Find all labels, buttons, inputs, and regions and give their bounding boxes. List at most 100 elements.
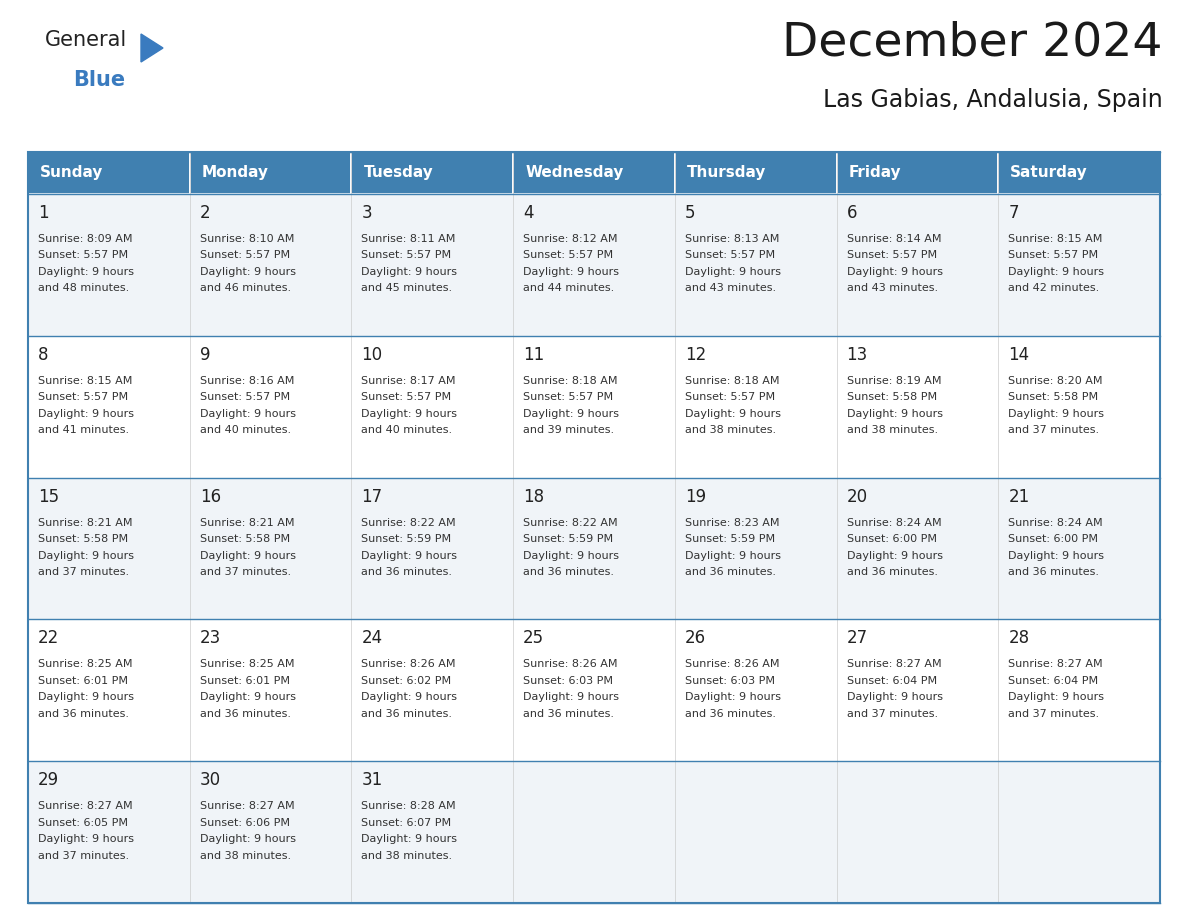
Text: Daylight: 9 hours: Daylight: 9 hours [200,551,296,561]
Text: Sunset: 5:57 PM: Sunset: 5:57 PM [200,251,290,261]
Text: and 48 minutes.: and 48 minutes. [38,284,129,294]
Bar [190,761,352,903]
Text: Sunrise: 8:21 AM: Sunrise: 8:21 AM [200,518,295,528]
Bar [29,152,1159,903]
Text: 11: 11 [523,346,544,364]
Text: Sunrise: 8:26 AM: Sunrise: 8:26 AM [361,659,456,669]
Text: Sunset: 5:58 PM: Sunset: 5:58 PM [200,534,290,544]
Bar [836,761,998,903]
Text: and 39 minutes.: and 39 minutes. [523,425,614,435]
Text: 28: 28 [1009,630,1030,647]
Text: Daylight: 9 hours: Daylight: 9 hours [1009,692,1105,702]
Text: Daylight: 9 hours: Daylight: 9 hours [200,267,296,277]
Text: Sunset: 5:57 PM: Sunset: 5:57 PM [1009,251,1099,261]
Text: and 36 minutes.: and 36 minutes. [523,567,614,577]
Text: Sunrise: 8:21 AM: Sunrise: 8:21 AM [38,518,133,528]
Bar [513,477,675,620]
Text: Sunset: 5:57 PM: Sunset: 5:57 PM [361,392,451,402]
Bar [513,761,675,903]
Bar [190,620,352,761]
Text: and 36 minutes.: and 36 minutes. [523,709,614,719]
Text: and 36 minutes.: and 36 minutes. [684,709,776,719]
Text: Sunrise: 8:10 AM: Sunrise: 8:10 AM [200,234,295,244]
Text: Sunset: 5:58 PM: Sunset: 5:58 PM [847,392,936,402]
Text: Sunset: 5:57 PM: Sunset: 5:57 PM [361,251,451,261]
Text: Sunset: 5:57 PM: Sunset: 5:57 PM [684,392,775,402]
Text: Sunrise: 8:18 AM: Sunrise: 8:18 AM [684,375,779,386]
Text: and 37 minutes.: and 37 minutes. [1009,425,1099,435]
Text: Saturday: Saturday [1010,165,1088,181]
Text: Sunrise: 8:14 AM: Sunrise: 8:14 AM [847,234,941,244]
Bar [29,194,190,336]
Bar [998,194,1159,336]
Text: 24: 24 [361,630,383,647]
Text: 27: 27 [847,630,867,647]
Text: Daylight: 9 hours: Daylight: 9 hours [847,409,942,419]
Text: 22: 22 [38,630,59,647]
Text: 13: 13 [847,346,867,364]
Text: Sunrise: 8:15 AM: Sunrise: 8:15 AM [1009,234,1102,244]
Text: Sunrise: 8:24 AM: Sunrise: 8:24 AM [1009,518,1102,528]
Text: Wednesday: Wednesday [525,165,624,181]
Bar [836,152,998,194]
Text: and 36 minutes.: and 36 minutes. [200,709,291,719]
Text: and 36 minutes.: and 36 minutes. [361,709,453,719]
Text: Sunrise: 8:09 AM: Sunrise: 8:09 AM [38,234,133,244]
Text: Daylight: 9 hours: Daylight: 9 hours [361,267,457,277]
Text: and 37 minutes.: and 37 minutes. [847,709,937,719]
Text: Daylight: 9 hours: Daylight: 9 hours [1009,551,1105,561]
Text: Daylight: 9 hours: Daylight: 9 hours [523,409,619,419]
Text: Sunset: 6:00 PM: Sunset: 6:00 PM [847,534,936,544]
Text: 17: 17 [361,487,383,506]
Bar [513,194,675,336]
Text: and 36 minutes.: and 36 minutes. [361,567,453,577]
Text: 12: 12 [684,346,706,364]
Text: 16: 16 [200,487,221,506]
Bar [836,620,998,761]
Text: Thursday: Thursday [687,165,766,181]
Text: Sunday: Sunday [40,165,103,181]
Text: 4: 4 [523,204,533,222]
Bar [29,152,190,194]
Text: and 37 minutes.: and 37 minutes. [1009,709,1099,719]
Bar [675,336,836,477]
Text: 10: 10 [361,346,383,364]
Bar [352,477,513,620]
Text: Daylight: 9 hours: Daylight: 9 hours [38,834,134,845]
Text: Sunrise: 8:16 AM: Sunrise: 8:16 AM [200,375,295,386]
Text: General: General [45,30,127,50]
Text: and 38 minutes.: and 38 minutes. [684,425,776,435]
Text: Monday: Monday [202,165,268,181]
Text: Sunrise: 8:15 AM: Sunrise: 8:15 AM [38,375,132,386]
Text: 30: 30 [200,771,221,789]
Text: Las Gabias, Andalusia, Spain: Las Gabias, Andalusia, Spain [823,88,1163,112]
Text: and 38 minutes.: and 38 minutes. [847,425,937,435]
Bar [513,336,675,477]
Text: and 43 minutes.: and 43 minutes. [847,284,937,294]
Bar [352,152,513,194]
Text: Sunset: 5:57 PM: Sunset: 5:57 PM [200,392,290,402]
Text: and 36 minutes.: and 36 minutes. [38,709,129,719]
Text: Daylight: 9 hours: Daylight: 9 hours [684,692,781,702]
Text: Daylight: 9 hours: Daylight: 9 hours [523,551,619,561]
Text: 23: 23 [200,630,221,647]
Text: Sunset: 5:59 PM: Sunset: 5:59 PM [684,534,775,544]
Text: Daylight: 9 hours: Daylight: 9 hours [38,409,134,419]
Text: and 40 minutes.: and 40 minutes. [200,425,291,435]
Text: Daylight: 9 hours: Daylight: 9 hours [38,692,134,702]
Text: Sunrise: 8:26 AM: Sunrise: 8:26 AM [523,659,618,669]
Text: Sunset: 5:57 PM: Sunset: 5:57 PM [684,251,775,261]
Bar [836,194,998,336]
Text: 26: 26 [684,630,706,647]
Text: Daylight: 9 hours: Daylight: 9 hours [847,692,942,702]
Text: Friday: Friday [848,165,902,181]
Polygon shape [141,34,163,62]
Bar [998,336,1159,477]
Bar [836,336,998,477]
Text: Sunrise: 8:22 AM: Sunrise: 8:22 AM [361,518,456,528]
Bar [352,194,513,336]
Text: 2: 2 [200,204,210,222]
Text: and 44 minutes.: and 44 minutes. [523,284,614,294]
Text: Sunset: 6:00 PM: Sunset: 6:00 PM [1009,534,1098,544]
Text: Sunrise: 8:27 AM: Sunrise: 8:27 AM [1009,659,1102,669]
